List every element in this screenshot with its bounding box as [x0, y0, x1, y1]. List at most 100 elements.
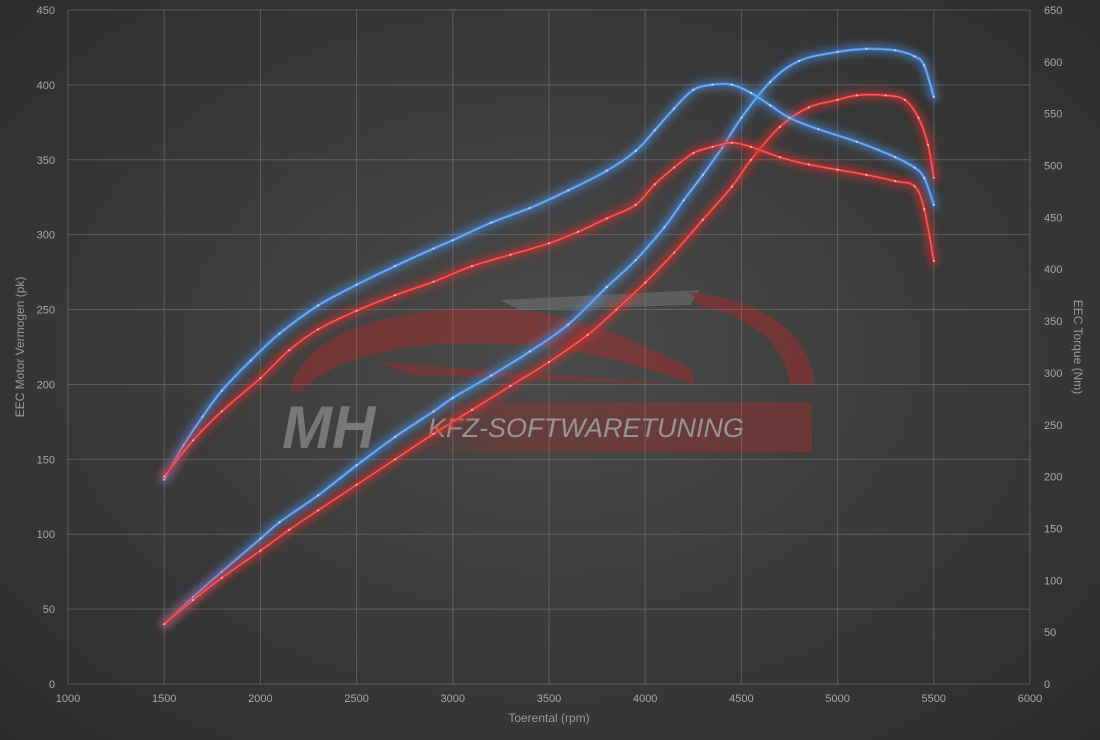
x-tick-label: 1000 — [56, 693, 80, 705]
data-point — [894, 49, 897, 52]
data-point — [932, 259, 935, 262]
series-highlight — [163, 83, 935, 480]
data-point — [605, 286, 608, 289]
data-point — [528, 350, 531, 353]
data-point — [913, 185, 916, 188]
data-point — [432, 410, 435, 413]
data-point — [711, 145, 714, 148]
data-point — [451, 396, 454, 399]
data-point — [634, 259, 637, 262]
data-point — [817, 128, 820, 131]
data-point — [432, 432, 435, 435]
data-point — [192, 439, 195, 442]
right-tick-label: 400 — [1044, 264, 1062, 276]
data-point — [778, 156, 782, 159]
data-point — [894, 156, 897, 159]
data-point — [682, 199, 685, 202]
left-tick-label: 400 — [37, 80, 55, 92]
data-point — [692, 88, 695, 91]
data-point — [355, 309, 358, 312]
x-tick-label: 5500 — [922, 693, 946, 705]
data-point — [528, 207, 531, 210]
series-stock_torque — [159, 138, 939, 482]
right-tick-label: 650 — [1044, 5, 1062, 17]
left-tick-label: 200 — [37, 379, 55, 391]
data-point — [673, 107, 676, 110]
data-point — [836, 98, 839, 101]
x-tick-label: 5000 — [825, 693, 849, 705]
data-point — [605, 169, 608, 172]
data-point — [567, 189, 570, 192]
x-tick-label: 3000 — [441, 693, 465, 705]
data-point — [317, 328, 320, 331]
x-axis-label: Toerental (rpm) — [508, 711, 589, 725]
data-point — [634, 149, 637, 153]
data-point — [917, 116, 920, 119]
data-point — [673, 251, 676, 254]
data-point — [663, 226, 666, 229]
data-point — [547, 242, 551, 245]
data-point — [220, 389, 223, 392]
data-point — [567, 323, 570, 326]
data-point — [653, 183, 656, 186]
right-axis-ticks: 0 50 100 150 200 250 300 350 400 450 500 550 600 650 — [1044, 5, 1062, 691]
data-point — [509, 253, 512, 256]
data-point — [470, 408, 474, 411]
data-point — [220, 576, 223, 579]
right-tick-label: 0 — [1044, 679, 1050, 691]
left-tick-label: 300 — [37, 230, 55, 242]
data-point — [749, 158, 753, 161]
data-point — [769, 104, 772, 107]
data-point — [894, 180, 897, 183]
series-stock_power — [159, 90, 939, 629]
data-point — [884, 94, 887, 97]
data-point — [634, 203, 637, 206]
data-point — [278, 332, 281, 335]
data-point — [355, 483, 358, 486]
right-tick-label: 200 — [1044, 472, 1062, 484]
x-tick-label: 4000 — [633, 693, 657, 705]
series-tuned_torque — [159, 79, 939, 485]
data-point — [432, 247, 435, 250]
data-point — [836, 50, 839, 54]
data-point — [807, 106, 810, 109]
left-axis-label: EEC Motor Vermogen (pk) — [13, 277, 27, 418]
data-point — [394, 294, 397, 297]
data-point — [923, 176, 926, 180]
right-tick-label: 250 — [1044, 420, 1062, 432]
data-point — [788, 116, 791, 119]
series-line — [162, 47, 936, 626]
data-point — [740, 116, 743, 119]
data-point — [586, 333, 589, 337]
data-point — [547, 360, 551, 364]
data-point — [259, 549, 262, 552]
data-point — [903, 98, 907, 101]
data-point — [615, 308, 618, 311]
data-point — [673, 166, 676, 169]
x-tick-label: 1500 — [152, 693, 176, 705]
data-point — [605, 217, 608, 220]
data-point — [163, 623, 166, 626]
data-point — [644, 281, 647, 284]
series-line — [162, 93, 936, 626]
right-tick-label: 50 — [1044, 627, 1056, 639]
data-point — [865, 173, 868, 176]
data-point — [701, 173, 705, 176]
data-point — [749, 91, 753, 95]
data-point — [913, 166, 916, 169]
data-point — [711, 83, 714, 86]
x-tick-label: 2000 — [248, 693, 272, 705]
right-tick-label: 350 — [1044, 316, 1062, 328]
data-point — [932, 203, 935, 206]
series-highlight — [163, 48, 935, 625]
left-tick-label: 100 — [37, 529, 55, 541]
data-point — [394, 435, 397, 438]
x-axis-ticks: 1000 1500 2000 2500 3000 3500 4000 4500 5000 5500… — [56, 693, 1042, 705]
data-point — [923, 208, 926, 211]
left-tick-label: 50 — [43, 604, 55, 616]
data-point — [259, 537, 262, 540]
data-point — [394, 265, 397, 268]
data-point — [836, 168, 839, 171]
data-point — [913, 55, 916, 58]
